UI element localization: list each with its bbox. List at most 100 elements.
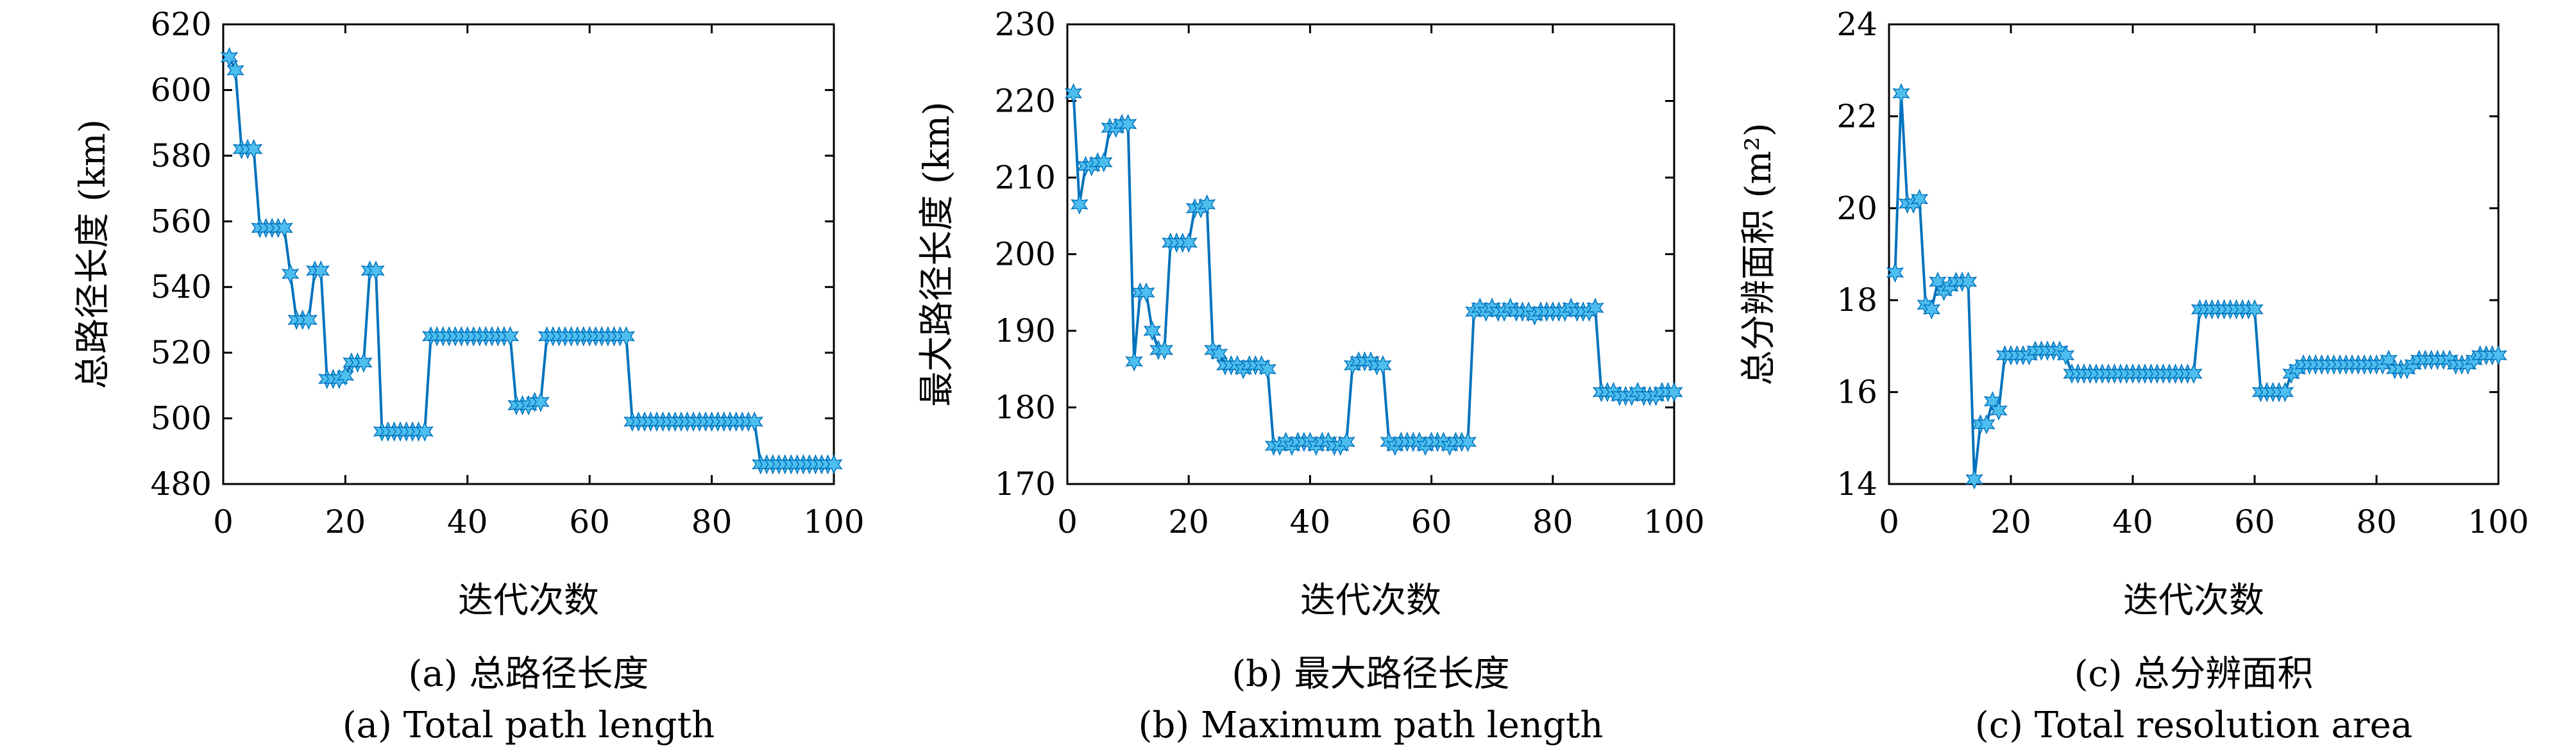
x-tick-label: 80 <box>691 503 733 540</box>
caption-english: (a) Total path length <box>343 705 715 746</box>
data-point <box>1978 414 1996 435</box>
x-axis-label: 迭代次数 <box>458 580 599 621</box>
data-point <box>2380 349 2398 371</box>
x-tick-label: 100 <box>803 503 864 540</box>
data-point <box>336 365 355 386</box>
caption-english: (b) Maximum path length <box>1139 705 1604 746</box>
x-tick-label: 100 <box>2468 503 2529 540</box>
y-axis-label: 总分辨面积 (m²) <box>1738 123 1779 386</box>
data-point <box>1143 321 1162 341</box>
x-tick-label: 40 <box>2112 503 2153 540</box>
data-point <box>617 326 636 347</box>
y-tick-label: 14 <box>1836 465 1877 503</box>
data-point <box>244 138 263 160</box>
x-tick-label: 0 <box>1879 503 1899 540</box>
y-tick-label: 520 <box>151 334 212 371</box>
data-point <box>1094 152 1113 172</box>
y-tick-label: 620 <box>151 6 212 43</box>
data-point <box>275 217 293 238</box>
data-point <box>416 421 434 442</box>
data-point <box>1258 358 1276 380</box>
x-tick-label: 80 <box>1532 503 1573 540</box>
y-tick-label: 220 <box>995 83 1056 120</box>
data-point <box>1155 340 1174 360</box>
x-tick-label: 40 <box>447 503 488 540</box>
data-point <box>1959 271 1978 292</box>
data-point <box>1459 431 1477 453</box>
data-point <box>501 326 520 347</box>
x-tick-label: 80 <box>2356 503 2397 540</box>
data-point <box>1922 299 1941 320</box>
data-point <box>1137 282 1155 303</box>
data-point <box>825 454 843 475</box>
y-tick-label: 540 <box>151 269 212 306</box>
data-point <box>1374 355 1392 376</box>
data-point <box>1886 262 1904 283</box>
y-tick-label: 210 <box>995 159 1056 196</box>
x-axis-label: 迭代次数 <box>1300 580 1441 621</box>
y-tick-label: 480 <box>151 465 212 503</box>
data-point <box>745 411 764 432</box>
data-point <box>1125 351 1143 372</box>
x-tick-label: 40 <box>1290 503 1331 540</box>
data-point <box>1337 431 1355 453</box>
y-tick-label: 500 <box>151 400 212 437</box>
data-point <box>1198 194 1216 215</box>
y-tick-label: 200 <box>995 236 1056 273</box>
caption-chinese: (b) 最大路径长度 <box>1232 653 1509 695</box>
y-axis-label: 总路径长度 (km) <box>72 119 113 389</box>
y-tick-label: 180 <box>995 389 1056 426</box>
data-point <box>1990 400 2008 421</box>
data-point <box>1586 297 1604 318</box>
caption-chinese: (c) 总分辨面积 <box>2074 653 2314 695</box>
x-tick-label: 60 <box>2234 503 2275 540</box>
y-tick-label: 560 <box>151 203 212 240</box>
data-point <box>2185 363 2203 384</box>
y-tick-label: 170 <box>995 465 1056 503</box>
x-tick-label: 60 <box>569 503 610 540</box>
y-tick-label: 18 <box>1836 281 1877 319</box>
y-tick-label: 24 <box>1836 6 1877 43</box>
data-point <box>1071 194 1089 215</box>
x-tick-label: 20 <box>1168 503 1209 540</box>
data-point <box>226 60 244 81</box>
data-point <box>2056 345 2075 366</box>
data-point <box>532 392 550 412</box>
data-point <box>2276 381 2294 403</box>
x-tick-label: 100 <box>1643 503 1704 540</box>
data-point <box>1064 83 1083 104</box>
data-point <box>281 263 300 285</box>
data-point <box>1180 232 1198 253</box>
data-point <box>1892 83 1910 104</box>
caption-chinese: (a) 总路径长度 <box>409 653 649 695</box>
caption-english: (c) Total resolution area <box>1975 705 2412 746</box>
x-tick-label: 20 <box>1990 503 2031 540</box>
chart-panel-0: 0 20 40 60 80 100 480 500 520 540 560 580 600 620 迭代次数… <box>72 6 865 746</box>
y-tick-label: 20 <box>1836 190 1877 227</box>
x-tick-label: 0 <box>1057 503 1078 540</box>
y-tick-label: 600 <box>151 71 212 108</box>
data-point <box>2489 345 2507 366</box>
y-tick-label: 230 <box>995 6 1056 43</box>
x-tick-label: 60 <box>1411 503 1452 540</box>
y-tick-label: 16 <box>1836 374 1877 411</box>
y-tick-label: 580 <box>151 137 212 174</box>
chart-panel-2: 0 20 40 60 80 100 14 16 18 20 22 24 迭代次数 总分辨面积 (m²) (c… <box>1738 6 2529 746</box>
y-axis-label: 最大路径长度 (km) <box>916 102 957 407</box>
data-point <box>1119 113 1137 135</box>
data-point <box>2246 299 2264 320</box>
x-tick-label: 0 <box>213 503 233 540</box>
data-point <box>367 260 385 281</box>
data-point <box>1665 381 1683 403</box>
x-tick-label: 20 <box>325 503 366 540</box>
y-tick-label: 22 <box>1836 97 1877 135</box>
data-point <box>1910 188 1929 210</box>
data-point <box>300 310 318 330</box>
y-tick-label: 190 <box>995 312 1056 349</box>
data-point <box>1965 469 1983 490</box>
data-point <box>355 352 373 373</box>
data-point <box>1983 391 2002 412</box>
chart-panel-1: 0 20 40 60 80 100 170 180 190 200 210 220 230 迭代次数 最大路… <box>916 6 1705 746</box>
x-axis-label: 迭代次数 <box>2123 580 2264 621</box>
